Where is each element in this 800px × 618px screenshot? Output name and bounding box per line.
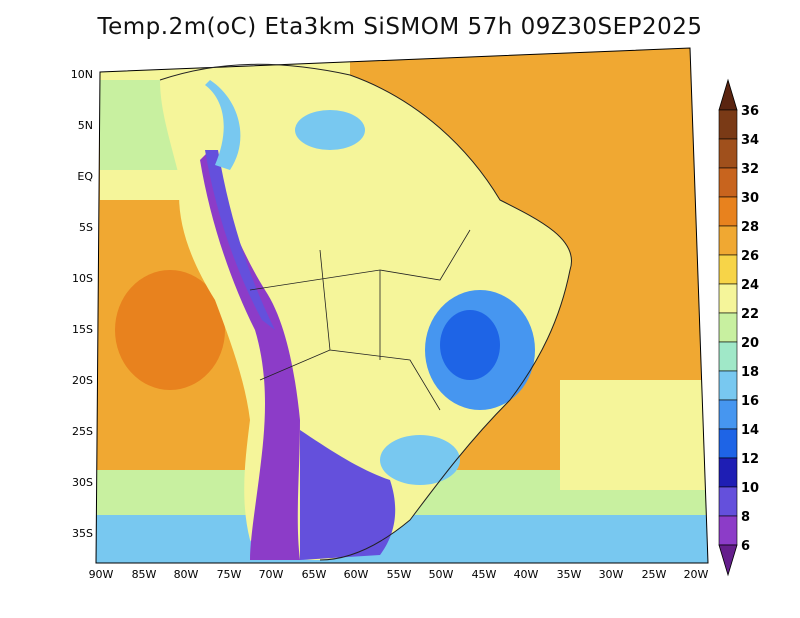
lon-tick: 45W xyxy=(472,568,497,581)
colorbar-label: 30 xyxy=(741,191,759,206)
lon-tick: 75W xyxy=(217,568,242,581)
lat-tick: 35S xyxy=(72,527,93,540)
colorbar-swatch xyxy=(718,283,738,314)
colorbar-swatch xyxy=(718,254,738,285)
colorbar-swatch xyxy=(718,196,738,227)
map-frame xyxy=(95,47,709,564)
lon-tick: 60W xyxy=(344,568,369,581)
lon-tick: 20W xyxy=(684,568,709,581)
state-borders xyxy=(249,229,471,411)
colorbar-swatch xyxy=(718,457,738,488)
colorbar-swatch xyxy=(718,312,738,343)
triangle-up-icon xyxy=(718,78,738,111)
colorbar-label: 10 xyxy=(741,481,759,496)
colorbar-swatch xyxy=(718,167,738,198)
lat-axis: 10N 5N EQ 5S 10S 15S 20S 25S 30S 35S xyxy=(71,68,94,540)
colorbar-label: 24 xyxy=(741,278,759,293)
lat-tick: EQ xyxy=(77,170,93,183)
colorbar-swatch xyxy=(718,138,738,169)
lat-tick: 5N xyxy=(78,119,93,132)
lon-tick: 50W xyxy=(429,568,454,581)
lat-tick: 10N xyxy=(71,68,93,81)
colorbar-swatch xyxy=(718,428,738,459)
colorbar-label: 14 xyxy=(741,423,759,438)
lon-tick: 85W xyxy=(132,568,157,581)
colorbar-swatch xyxy=(718,370,738,401)
colorbar-label: 22 xyxy=(741,307,759,322)
colorbar-swatch xyxy=(718,109,738,140)
lat-tick: 20S xyxy=(72,374,93,387)
lon-axis: 90W 85W 80W 75W 70W 65W 60W 55W 50W 45W … xyxy=(89,568,709,581)
colorbar-label: 16 xyxy=(741,394,759,409)
colorbar-label: 8 xyxy=(741,510,750,525)
colorbar-label: 6 xyxy=(741,539,750,554)
colorbar-swatch xyxy=(718,399,738,430)
temperature-field xyxy=(96,48,708,563)
country-borders xyxy=(159,63,572,561)
lon-tick: 55W xyxy=(387,568,412,581)
colorbar-label: 12 xyxy=(741,452,759,467)
lon-tick: 80W xyxy=(174,568,199,581)
lat-tick: 30S xyxy=(72,476,93,489)
colorbar-label: 20 xyxy=(741,336,759,351)
colorbar-swatch xyxy=(718,341,738,372)
lon-tick: 40W xyxy=(514,568,539,581)
lat-tick: 5S xyxy=(79,221,93,234)
lat-tick: 15S xyxy=(72,323,93,336)
colorbar-label: 18 xyxy=(741,365,759,380)
colorbar: 36 34 32 30 28 26 24 22 20 18 16 14 12 10 8 6 xyxy=(718,78,759,577)
lat-tick: 25S xyxy=(72,425,93,438)
lon-tick: 30W xyxy=(599,568,624,581)
map-title: Temp.2m(oC) Eta3km SiSMOM 57h 09Z30SEP20… xyxy=(97,14,703,40)
lon-tick: 65W xyxy=(302,568,327,581)
lon-tick: 70W xyxy=(259,568,284,581)
lon-tick: 90W xyxy=(89,568,114,581)
colorbar-label: 32 xyxy=(741,162,759,177)
colorbar-label: 28 xyxy=(741,220,759,235)
colorbar-swatch xyxy=(718,486,738,517)
lat-tick: 10S xyxy=(72,272,93,285)
colorbar-swatch xyxy=(718,225,738,256)
colorbar-label: 34 xyxy=(741,133,759,148)
colorbar-label: 36 xyxy=(741,104,759,119)
colorbar-label: 26 xyxy=(741,249,759,264)
colorbar-swatch xyxy=(718,515,738,546)
lon-tick: 25W xyxy=(642,568,667,581)
lon-tick: 35W xyxy=(557,568,582,581)
triangle-down-icon xyxy=(718,544,738,577)
